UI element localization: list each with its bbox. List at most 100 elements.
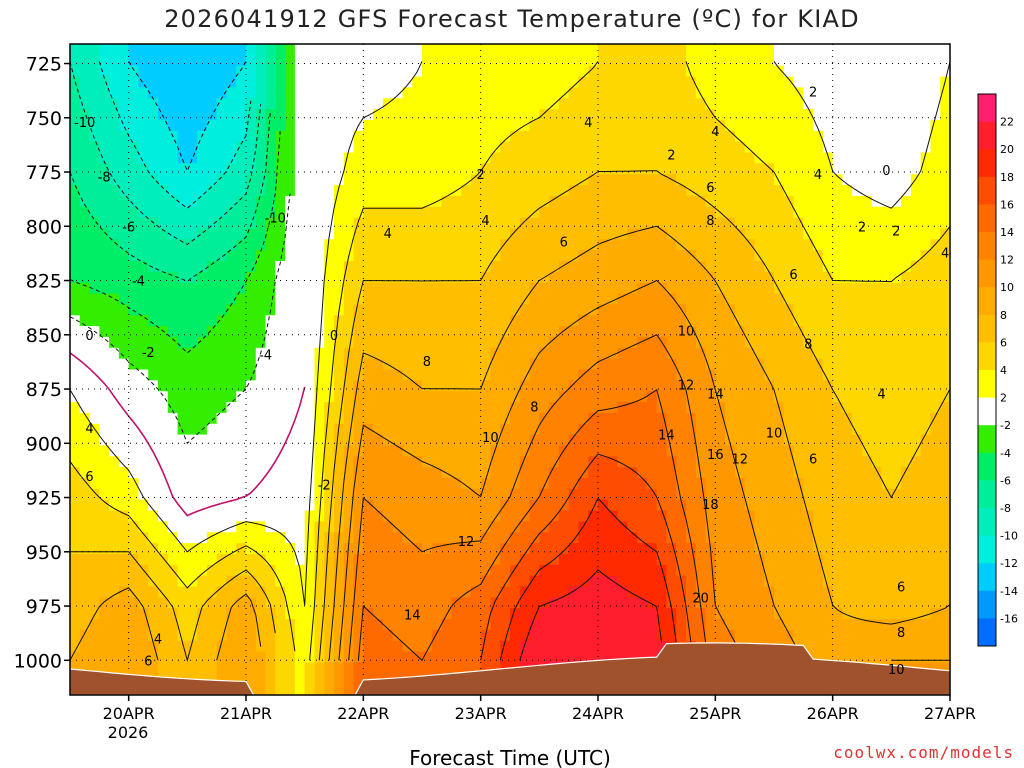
temperature-cell: [813, 326, 824, 338]
temperature-cell: [343, 271, 355, 284]
temperature-cell: [285, 586, 296, 598]
temperature-cell: [852, 467, 863, 479]
temperature-cell: [79, 629, 91, 642]
temperature-cell: [519, 358, 531, 371]
temperature-cell: [314, 586, 325, 598]
temperature-cell: [871, 185, 883, 197]
temperature-cell: [793, 402, 804, 414]
temperature-cell: [392, 434, 404, 447]
temperature-cell: [148, 206, 159, 219]
temperature-cell: [695, 65, 707, 78]
temperature-cell: [206, 336, 218, 349]
temperature-cell: [451, 358, 462, 371]
temperature-cell: [734, 76, 746, 88]
temperature-cell: [539, 174, 550, 186]
temperature-cell: [490, 228, 501, 240]
temperature-cell: [79, 445, 91, 457]
temperature-cell: [373, 456, 384, 468]
temperature-cell: [461, 98, 472, 110]
temperature-cell: [754, 510, 765, 522]
temperature-cell: [695, 76, 707, 88]
temperature-cell: [725, 315, 736, 327]
temperature-cell: [285, 358, 296, 371]
temperature-cell: [138, 163, 149, 175]
temperature-cell: [422, 98, 433, 110]
temperature-cell: [431, 141, 443, 154]
temperature-cell: [744, 619, 756, 631]
temperature-cell: [862, 467, 873, 479]
temperature-cell: [422, 109, 433, 121]
temperature-cell: [793, 336, 804, 349]
temperature-cell: [832, 380, 844, 392]
temperature-cell: [79, 369, 91, 381]
temperature-cell: [734, 250, 746, 262]
temperature-cell: [343, 412, 355, 425]
temperature-cell: [422, 434, 433, 447]
temperature-cell: [265, 130, 276, 143]
temperature-cell: [226, 510, 237, 522]
temperature-cell: [392, 336, 404, 349]
temperature-cell: [656, 380, 668, 392]
temperature-cell: [783, 185, 795, 197]
temperature-cell: [803, 271, 814, 284]
temperature-cell: [461, 261, 472, 273]
temperature-cell: [158, 98, 169, 110]
temperature-cell: [558, 467, 570, 479]
temperature-cell: [774, 185, 785, 197]
temperature-cell: [412, 239, 423, 251]
temperature-cell: [118, 629, 130, 642]
temperature-cell: [324, 619, 335, 631]
temperature-cell: [470, 586, 482, 598]
temperature-cell: [197, 532, 208, 544]
temperature-cell: [549, 456, 560, 468]
temperature-cell: [431, 65, 443, 78]
temperature-cell: [158, 402, 169, 414]
temperature-cell: [646, 206, 658, 219]
temperature-cell: [373, 336, 384, 349]
temperature-cell: [334, 336, 345, 349]
temperature-cell: [373, 76, 384, 88]
temperature-cell: [578, 174, 589, 186]
temperature-cell: [832, 532, 844, 544]
temperature-cell: [285, 564, 296, 577]
temperature-cell: [744, 402, 756, 414]
temperature-cell: [236, 185, 247, 197]
temperature-cell: [881, 87, 892, 99]
temperature-cell: [79, 564, 91, 577]
temperature-cell: [334, 195, 345, 208]
temperature-cell: [617, 293, 628, 305]
temperature-cell: [695, 619, 707, 631]
temperature-cell: [167, 271, 179, 284]
temperature-cell: [705, 358, 716, 371]
temperature-cell: [754, 575, 765, 588]
temperature-cell: [265, 326, 276, 338]
temperature-cell: [754, 456, 765, 468]
temperature-cell: [871, 206, 883, 219]
temperature-cell: [353, 629, 364, 642]
temperature-cell: [285, 44, 296, 56]
temperature-cell: [343, 282, 355, 295]
temperature-cell: [774, 130, 785, 143]
temperature-cell: [343, 239, 355, 251]
temperature-cell: [627, 185, 638, 197]
temperature-cell: [617, 228, 628, 240]
temperature-cell: [725, 250, 736, 262]
temperature-cell: [862, 586, 873, 598]
temperature-cell: [832, 185, 844, 197]
temperature-cell: [774, 250, 785, 262]
temperature-cell: [549, 467, 560, 479]
temperature-cell: [275, 434, 286, 447]
temperature-cell: [99, 228, 110, 240]
temperature-cell: [588, 44, 599, 56]
temperature-cell: [500, 619, 511, 631]
temperature-cell: [822, 358, 834, 371]
temperature-cell: [871, 575, 883, 588]
temperature-cell: [862, 575, 873, 588]
temperature-cell: [226, 402, 237, 414]
temperature-cell: [285, 271, 296, 284]
temperature-cell: [158, 510, 169, 522]
temperature-cell: [392, 185, 404, 197]
temperature-cell: [627, 412, 638, 425]
temperature-cell: [187, 347, 198, 360]
temperature-cell: [529, 532, 540, 544]
